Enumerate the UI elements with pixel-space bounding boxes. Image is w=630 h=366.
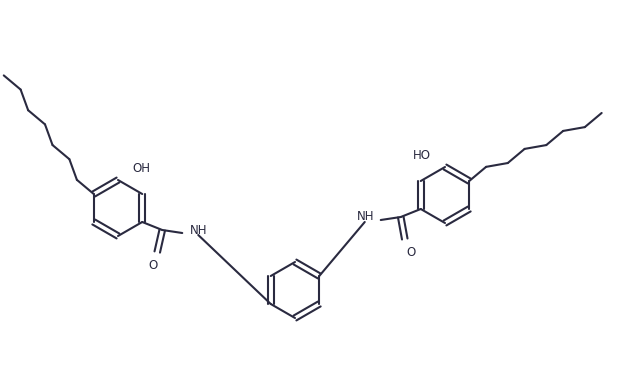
Text: OH: OH bbox=[132, 162, 150, 175]
Text: HO: HO bbox=[413, 149, 431, 162]
Text: NH: NH bbox=[357, 210, 375, 224]
Text: NH: NH bbox=[190, 224, 208, 236]
Text: O: O bbox=[407, 246, 416, 259]
Text: O: O bbox=[149, 259, 158, 272]
